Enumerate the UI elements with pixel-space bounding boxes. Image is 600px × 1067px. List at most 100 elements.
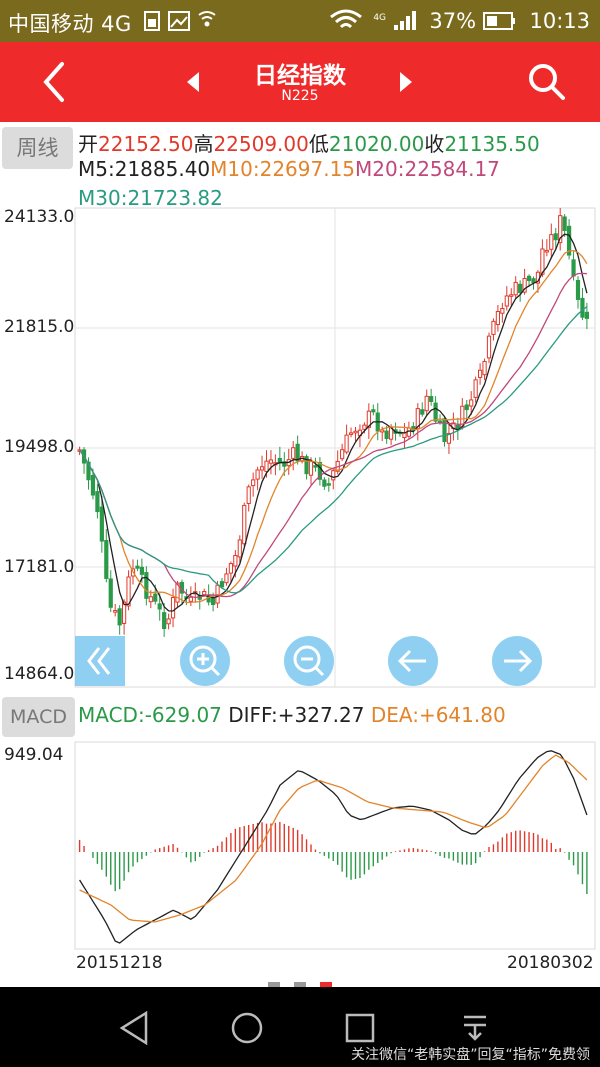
candle-body: [366, 410, 371, 428]
candle-body: [580, 297, 585, 318]
candle-body: [117, 608, 122, 626]
candle-body: [291, 447, 296, 459]
macd-axis-top: 949.04: [4, 745, 64, 765]
candle-body: [344, 434, 349, 453]
candle-body: [495, 311, 500, 326]
candle-body: [224, 573, 229, 584]
candle-body: [202, 590, 207, 596]
status-icons: [143, 9, 221, 37]
y-tick-label: 24133.0: [4, 207, 75, 227]
battery-percent: 37%: [429, 9, 477, 33]
ma30-line: [79, 306, 588, 594]
candle-body: [509, 294, 514, 297]
ma20-value: M20:22584.17: [355, 157, 500, 181]
status-right: 4G 37% 10:13: [329, 8, 590, 33]
candlestick-chart[interactable]: [0, 205, 600, 690]
zoom-in-button[interactable]: [180, 636, 230, 686]
system-home-icon[interactable]: [230, 1011, 264, 1045]
candle-body: [104, 539, 109, 579]
page-indicator-dot-active: [320, 982, 332, 987]
search-icon[interactable]: [526, 61, 566, 101]
candle-body: [282, 461, 287, 467]
candle-body: [567, 225, 572, 256]
candle-body: [242, 504, 247, 545]
ma-line-1: M5:21885.40M10:22697.15M20:22584.17: [78, 157, 500, 181]
status-bar: 中国移动 4G 4G 37% 10:13: [0, 0, 600, 42]
candle-body: [268, 459, 274, 464]
dea-value: DEA:+641.80: [370, 703, 506, 727]
dea-line: [79, 754, 588, 923]
candle-body: [255, 469, 260, 480]
candle-body: [553, 233, 558, 241]
candle-body: [90, 475, 96, 496]
candle-body: [108, 578, 113, 608]
candle-body: [304, 456, 309, 475]
candle-body: [228, 563, 234, 574]
macd-button[interactable]: MACD: [2, 697, 75, 737]
candle-body: [455, 424, 460, 430]
candle-body: [575, 279, 581, 300]
candle-body: [584, 311, 589, 319]
candle-body: [469, 399, 474, 407]
candle-body: [308, 461, 314, 476]
pan-left-button[interactable]: [388, 636, 438, 686]
zoom-out-button[interactable]: [284, 636, 334, 686]
candle-body: [295, 443, 300, 462]
page-title: 日经指数: [254, 63, 346, 89]
pan-left-icon: [397, 649, 426, 673]
zoom-in-icon: [189, 645, 221, 677]
candle-body: [549, 234, 554, 250]
candle-body: [157, 603, 162, 610]
watermark-text: 关注微信“老韩实盘”回复“指标”免费领: [350, 1047, 590, 1063]
macd-chart[interactable]: [0, 740, 600, 952]
candle-body: [139, 566, 145, 575]
diff-value: DIFF:+327.27: [228, 703, 365, 727]
period-button[interactable]: 周线: [2, 127, 73, 169]
candle-body: [544, 249, 549, 253]
candle-body: [237, 539, 242, 558]
page-indicator-dot: [268, 982, 280, 987]
x-axis-end: 20180302: [507, 953, 594, 973]
x-axis-start: 20151218: [76, 953, 163, 973]
high-label: 高: [193, 132, 214, 156]
pan-right-button[interactable]: [492, 636, 542, 686]
system-recents-icon[interactable]: [345, 1013, 375, 1043]
ma5-value: M5:21885.40: [78, 157, 211, 181]
macd-frame: [74, 741, 596, 950]
candle-body: [486, 335, 492, 359]
fast-back-button[interactable]: [75, 636, 125, 686]
candle-body: [135, 565, 140, 569]
prev-triangle-icon[interactable]: [186, 71, 200, 93]
candle-body: [380, 429, 385, 433]
candle-body: [322, 479, 327, 487]
ma30-value: M30:21723.82: [78, 186, 223, 210]
candle-body: [478, 369, 483, 378]
candle-body: [166, 618, 171, 625]
candle-body: [340, 449, 345, 460]
macd-bars-group: [78, 822, 588, 894]
next-triangle-icon[interactable]: [399, 71, 413, 93]
pan-right-icon: [504, 649, 533, 673]
candle-body: [233, 554, 238, 567]
candle-body: [95, 491, 100, 513]
candle-body: [558, 215, 563, 244]
candle-body: [326, 483, 331, 486]
candle-body: [86, 461, 91, 481]
system-menu-icon[interactable]: [460, 1011, 490, 1043]
nav-bar: 日经指数 N225: [0, 42, 600, 122]
candle-body: [571, 259, 576, 277]
ma5-line: [79, 233, 588, 612]
candle-body: [348, 432, 354, 435]
open-label: 开: [78, 132, 98, 156]
chart-area: [0, 122, 600, 986]
low-value: 21020.00: [328, 132, 425, 156]
back-arrow-icon[interactable]: [36, 60, 76, 104]
system-back-icon[interactable]: [118, 1011, 150, 1045]
candle-body: [446, 432, 452, 444]
ma20-line: [79, 272, 587, 599]
candle-body: [442, 418, 447, 443]
battery-icon: [482, 12, 515, 30]
open-value: 22152.50: [98, 132, 194, 156]
macd-value: MACD:-629.07: [78, 703, 222, 727]
candle-body: [126, 576, 131, 607]
